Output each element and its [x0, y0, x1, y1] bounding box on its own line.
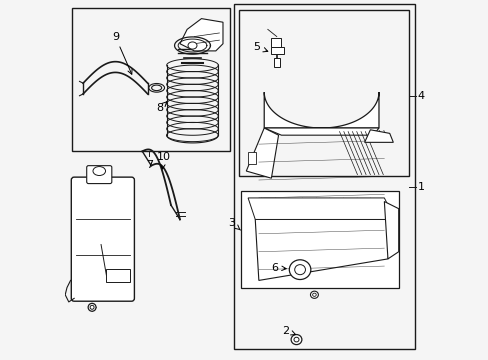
Bar: [72, 8, 230, 151]
Text: 7: 7: [145, 160, 153, 170]
Text: 8: 8: [156, 102, 166, 113]
Polygon shape: [264, 128, 378, 135]
Ellipse shape: [290, 334, 301, 345]
Ellipse shape: [312, 293, 316, 296]
Bar: [274, 58, 279, 67]
Text: 1: 1: [416, 182, 424, 192]
FancyBboxPatch shape: [71, 177, 134, 301]
Ellipse shape: [293, 337, 298, 342]
Polygon shape: [264, 92, 378, 128]
Ellipse shape: [294, 265, 305, 275]
Text: 2: 2: [282, 325, 295, 336]
Text: 4: 4: [416, 91, 424, 101]
Polygon shape: [246, 128, 278, 178]
Ellipse shape: [289, 260, 310, 279]
Bar: [106, 269, 129, 282]
Bar: [247, 152, 255, 164]
Ellipse shape: [88, 303, 96, 311]
Ellipse shape: [93, 167, 105, 176]
FancyBboxPatch shape: [86, 166, 112, 184]
Polygon shape: [364, 130, 392, 142]
FancyBboxPatch shape: [241, 191, 398, 288]
Bar: [239, 10, 408, 176]
Bar: [271, 47, 284, 54]
Text: 9: 9: [112, 32, 132, 74]
Polygon shape: [180, 19, 223, 51]
Ellipse shape: [90, 305, 94, 309]
Bar: [271, 39, 281, 47]
Text: 5: 5: [253, 42, 267, 52]
Text: 10: 10: [156, 152, 170, 169]
Bar: [233, 4, 414, 348]
Polygon shape: [255, 220, 394, 280]
Text: 6: 6: [271, 263, 285, 273]
Polygon shape: [384, 202, 398, 259]
Text: 3: 3: [228, 218, 240, 230]
Polygon shape: [247, 198, 394, 220]
Text: 11: 11: [110, 270, 124, 280]
Ellipse shape: [187, 42, 197, 49]
Ellipse shape: [310, 291, 318, 298]
